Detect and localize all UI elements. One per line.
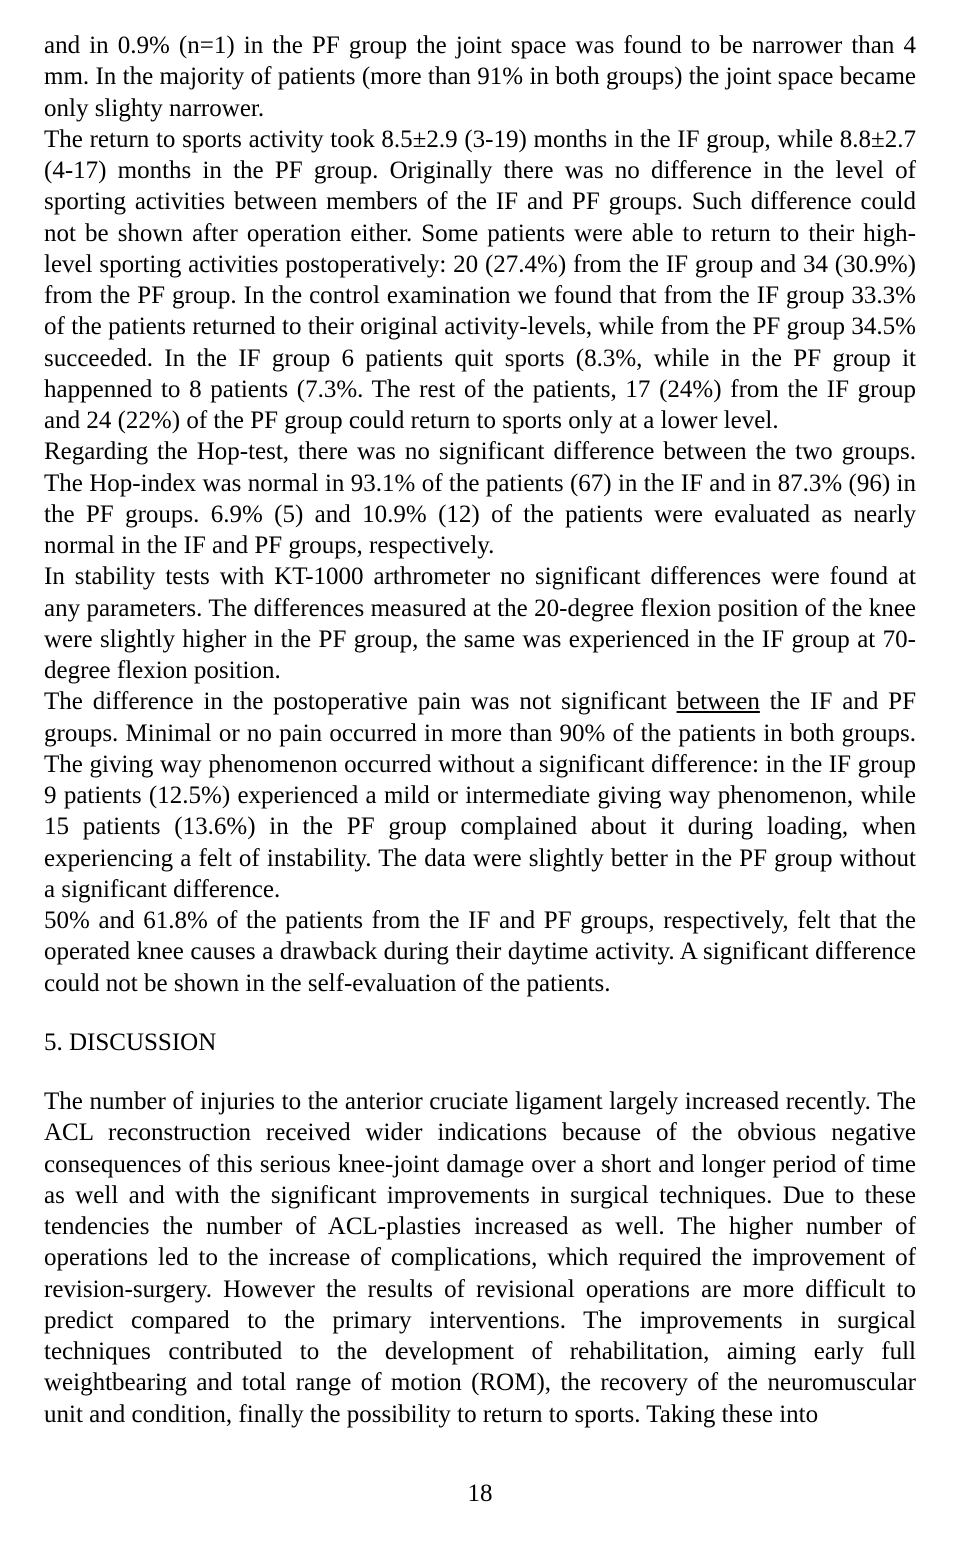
body-paragraph-6: 50% and 61.8% of the patients from the I… bbox=[44, 905, 916, 999]
body-paragraph-3: Regarding the Hop-test, there was no sig… bbox=[44, 436, 916, 561]
para5-segment-a: The difference in the postoperative pain… bbox=[44, 688, 677, 715]
page-number: 18 bbox=[44, 1478, 916, 1509]
section-heading-discussion: 5. DISCUSSION bbox=[44, 1027, 916, 1058]
body-paragraph-1: and in 0.9% (n=1) in the PF group the jo… bbox=[44, 30, 916, 124]
section-gap bbox=[44, 999, 916, 1027]
para5-segment-b: the IF and PF groups. Minimal or no pain… bbox=[44, 688, 916, 903]
para5-underlined: between bbox=[677, 688, 760, 715]
body-paragraph-7: The number of injuries to the anterior c… bbox=[44, 1086, 916, 1430]
section-gap bbox=[44, 1058, 916, 1086]
body-paragraph-5: The difference in the postoperative pain… bbox=[44, 686, 916, 905]
body-paragraph-2: The return to sports activity took 8.5±2… bbox=[44, 124, 916, 437]
body-paragraph-4: In stability tests with KT-1000 arthrome… bbox=[44, 561, 916, 686]
